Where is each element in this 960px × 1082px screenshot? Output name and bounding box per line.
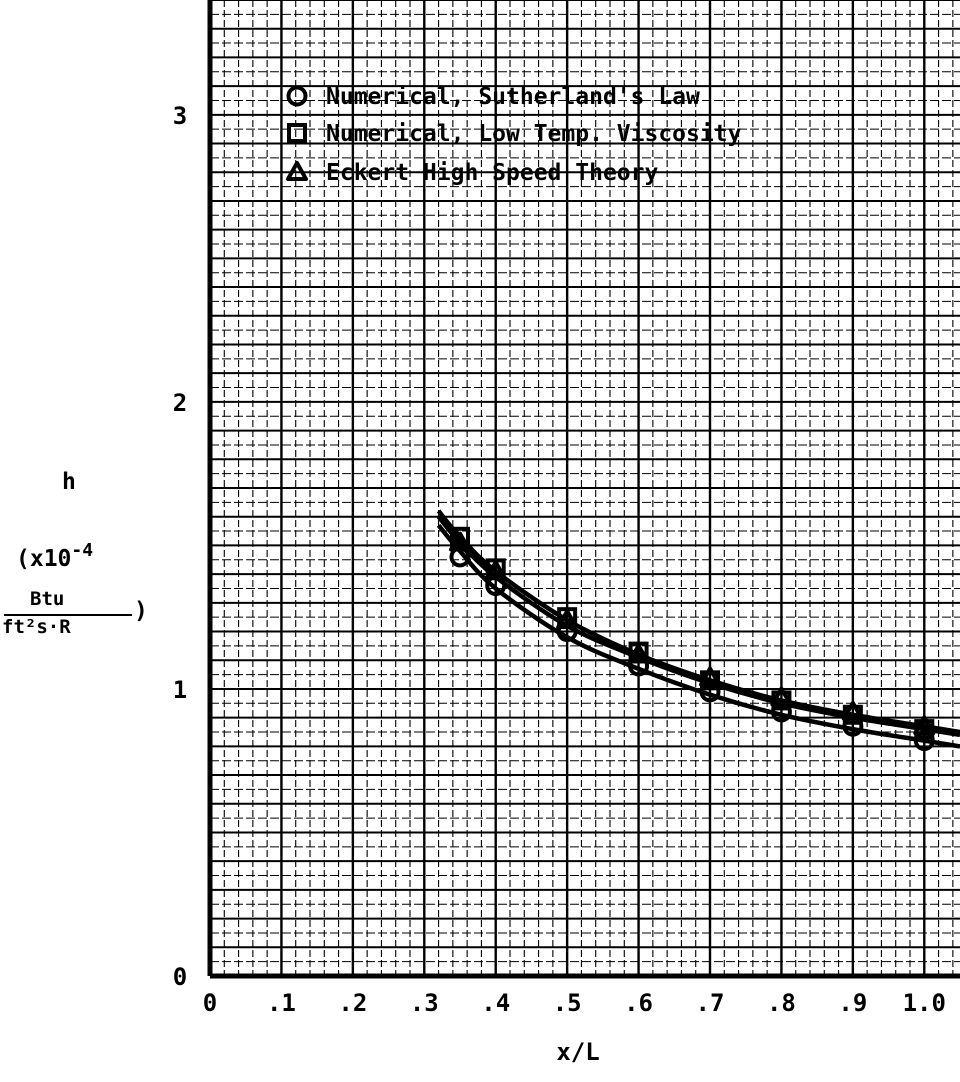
marker-triangle [699,666,721,687]
y-axis-scale: (x10-4 [16,542,93,571]
y-axis-exponent: -4 [71,540,94,561]
x-tick-label: .1 [267,989,296,1017]
legend: Numerical, Sutherland's Law Numerical, Lo… [286,84,742,186]
y-axis-symbol: h [62,469,76,495]
legend-label: Numerical, Sutherland's Law [326,84,700,110]
axes-layer [207,0,960,979]
y-tick-label: 3 [173,102,187,130]
marker-square [450,526,470,547]
y-axis-scale-text: (x10 [16,546,72,572]
marker-triangle [913,715,936,736]
x-tick-label: 1.0 [903,989,946,1017]
marker-triangle [556,609,579,630]
curve-layer [436,509,960,749]
marker-triangle [627,643,650,664]
y-axis-close-paren: ) [134,598,148,624]
x-tick-label: .8 [767,989,796,1017]
y-axis-fraction-bar [4,614,132,616]
marker-circle [628,655,650,677]
marker-triangle [449,531,471,552]
marker-layer [449,526,936,752]
x-tick-label: .2 [338,989,367,1017]
y-tick-label: 2 [173,389,187,417]
x-axis-label: x/L [556,1038,599,1066]
y-tick-label: 1 [173,676,187,704]
legend-label: Numerical, Low Temp. Viscosity [326,121,742,147]
x-tick-label: .9 [838,989,867,1017]
x-tick-label: .5 [553,989,582,1017]
x-tick-label: 0 [203,989,217,1017]
legend-symbol-circle [286,85,308,107]
marker-triangle [770,686,793,707]
tick-layer: 0 .1 .2 .3 .4 .5 .6 .7 .8 .9 1.0 0 1 2 3 [173,102,946,1017]
legend-symbol-square [287,123,307,143]
marker-circle [556,621,578,643]
y-axis-unit-denominator: ft²s·R [2,616,71,638]
legend-label: Eckert High Speed Theory [326,160,658,186]
y-tick-label: 0 [173,963,187,991]
marker-triangle [484,560,507,581]
x-tick-label: .3 [410,989,439,1017]
legend-symbol-triangle [286,161,308,181]
marker-triangle [841,700,864,721]
series-curve [436,509,960,735]
x-tick-label: .6 [624,989,653,1017]
grid-layer [208,0,960,977]
y-axis-unit-numerator: Btu [30,588,65,610]
series-curve [436,515,960,738]
x-tick-label: .4 [481,989,510,1017]
series-curve [436,523,960,749]
x-tick-label: .7 [696,989,725,1017]
